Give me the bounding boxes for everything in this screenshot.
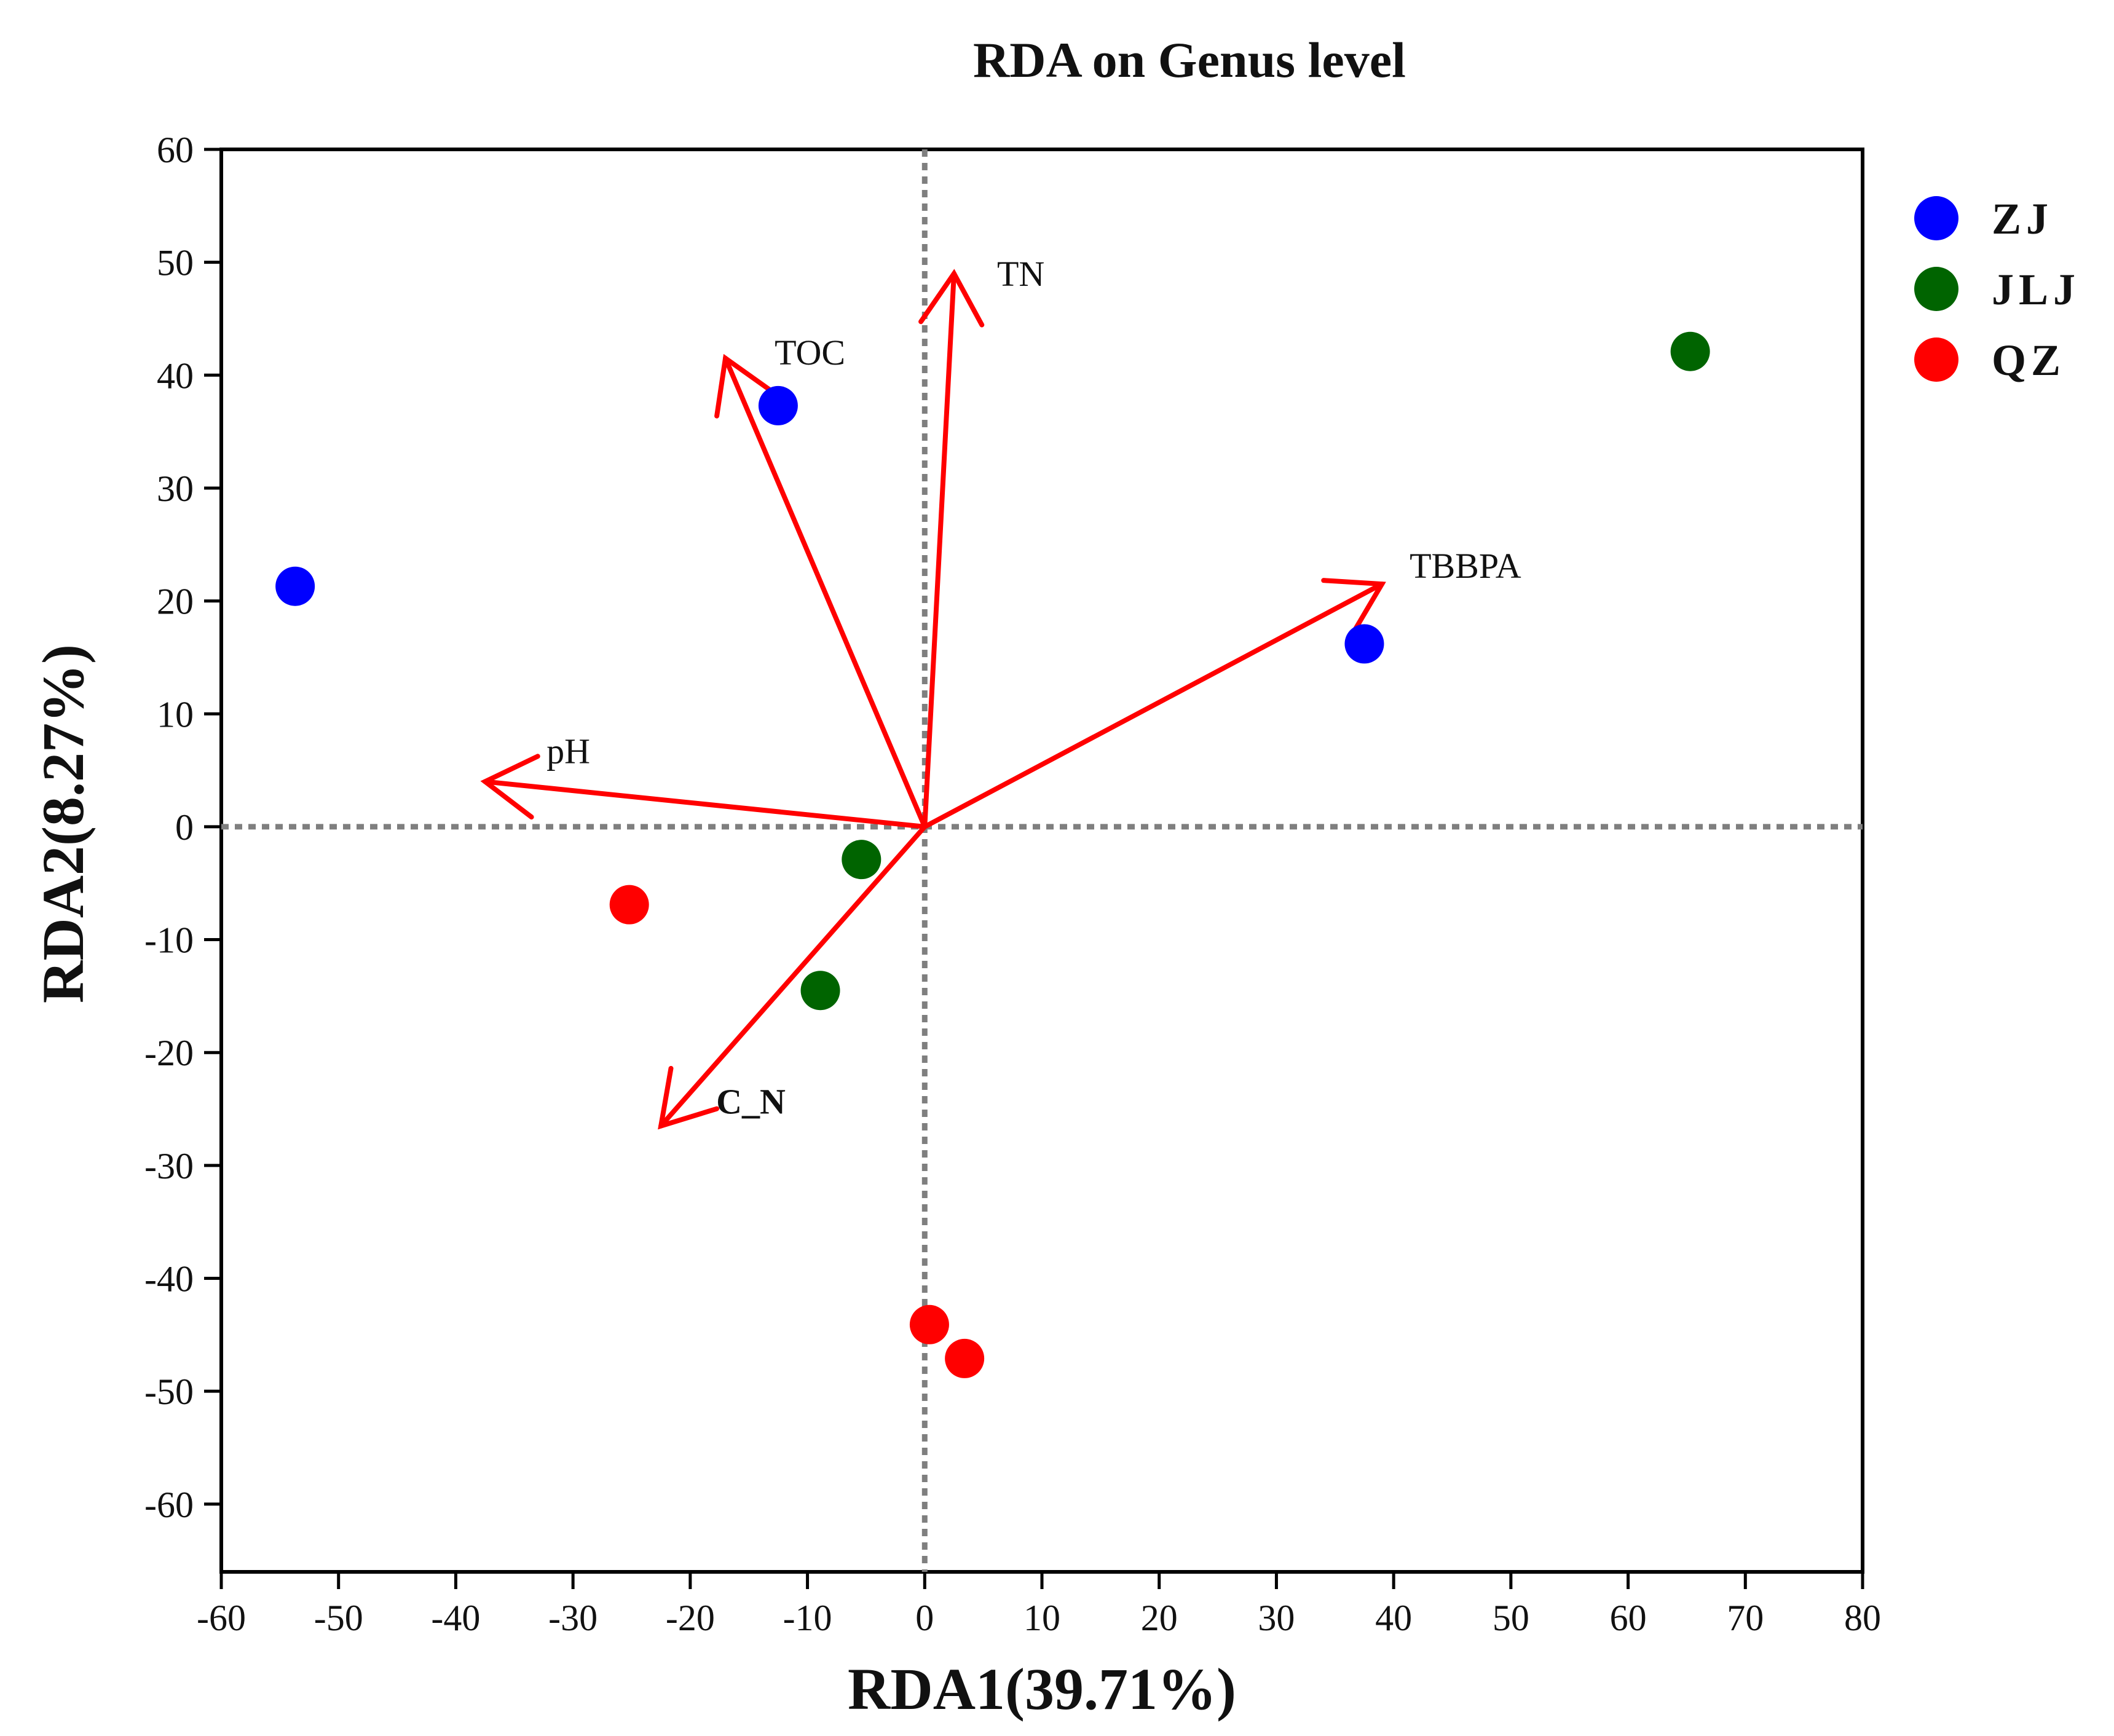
legend-marker <box>1914 337 1958 382</box>
legend-marker <box>1914 196 1958 240</box>
y-tick-label: -40 <box>144 1259 194 1300</box>
vector-tn-line <box>922 271 956 829</box>
legend: ZJ JLJ QZ <box>1914 194 2080 385</box>
vector-tbbpa: TBBPA <box>922 546 1521 829</box>
y-tick-label: 10 <box>157 694 194 735</box>
point-zj <box>275 566 315 606</box>
sample-points <box>275 331 1710 1378</box>
vector-tbbpa-line <box>922 582 1385 829</box>
x-tick-label: 80 <box>1844 1598 1881 1638</box>
vector-toc-arrowhead <box>714 353 776 419</box>
x-tick-label: 50 <box>1493 1598 1529 1638</box>
x-axis-label: RDA1(39.71%) <box>848 1656 1236 1722</box>
vector-tn-arrowhead <box>918 269 985 328</box>
point-jlj <box>842 840 881 880</box>
legend-marker <box>1914 267 1958 311</box>
vector-ph-label: pH <box>546 731 590 771</box>
x-axis-ticks: -60 -50 -40 -30 -20 -10 0 10 20 30 40 50 60 70 80 <box>197 1572 1881 1638</box>
y-tick-label: -10 <box>144 920 194 961</box>
x-tick-label: 60 <box>1610 1598 1647 1638</box>
y-tick-label: 30 <box>157 468 194 509</box>
vector-c-n-arrowhead <box>658 1065 719 1130</box>
y-axis-label: RDA2(8.27%) <box>30 644 96 1003</box>
legend-label: ZJ <box>1992 194 2053 243</box>
vector-c-n-line <box>658 824 928 1129</box>
y-tick-label: 50 <box>157 243 194 283</box>
legend-item-jlj: JLJ <box>1914 265 2080 314</box>
point-qz <box>609 885 649 925</box>
vector-toc-label: TOC <box>775 333 845 373</box>
y-axis-ticks: 60 50 40 30 20 10 0 -10 -20 -30 -40 -50 -60 <box>144 130 221 1525</box>
x-tick-label: -30 <box>548 1598 598 1638</box>
legend-item-zj: ZJ <box>1914 194 2053 243</box>
point-qz <box>909 1304 949 1344</box>
point-zj <box>758 385 798 425</box>
y-tick-label: 0 <box>175 807 194 848</box>
point-jlj <box>1670 331 1710 371</box>
vector-ph-arrowhead <box>480 754 540 820</box>
x-tick-label: 10 <box>1023 1598 1060 1638</box>
x-tick-label: -40 <box>431 1598 480 1638</box>
y-tick-label: -30 <box>144 1146 194 1186</box>
reference-lines <box>221 149 1863 1572</box>
vector-c-n: C_N <box>658 824 928 1130</box>
vector-tbbpa-arrowhead <box>1321 578 1386 637</box>
chart-title: RDA on Genus level <box>973 32 1406 88</box>
x-tick-label: 30 <box>1258 1598 1295 1638</box>
env-vectors: TN TOC TBBPA pH C_N <box>480 254 1521 1130</box>
x-tick-label: -60 <box>197 1598 246 1638</box>
point-jlj <box>800 971 840 1011</box>
y-tick-label: -50 <box>144 1371 194 1412</box>
y-tick-label: 40 <box>157 355 194 396</box>
vector-toc-line <box>723 355 928 829</box>
legend-label: QZ <box>1992 336 2065 385</box>
plot-frame <box>219 148 1864 1574</box>
vector-c-n-label: C_N <box>716 1082 786 1122</box>
x-tick-label: 40 <box>1375 1598 1412 1638</box>
vector-tbbpa-label: TBBPA <box>1410 546 1521 586</box>
x-tick-label: -10 <box>783 1598 832 1638</box>
y-tick-label: -20 <box>144 1033 194 1073</box>
vector-ph: pH <box>480 731 928 829</box>
vector-tn: TN <box>918 254 1044 829</box>
y-tick-label: 60 <box>157 130 194 170</box>
y-tick-label: 20 <box>157 582 194 622</box>
x-tick-label: 20 <box>1141 1598 1178 1638</box>
x-tick-label: 70 <box>1727 1598 1764 1638</box>
legend-item-qz: QZ <box>1914 336 2065 385</box>
legend-label: JLJ <box>1992 265 2080 314</box>
y-tick-label: -60 <box>144 1485 194 1525</box>
vector-ph-line <box>483 779 928 829</box>
point-qz <box>945 1338 985 1378</box>
x-tick-label: 0 <box>915 1598 934 1638</box>
x-tick-label: -50 <box>314 1598 363 1638</box>
vector-tn-label: TN <box>997 254 1044 294</box>
point-zj <box>1344 624 1384 664</box>
x-tick-label: -20 <box>666 1598 715 1638</box>
vector-toc: TOC <box>714 333 928 829</box>
